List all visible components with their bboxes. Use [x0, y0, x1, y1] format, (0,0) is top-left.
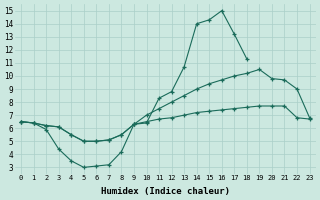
X-axis label: Humidex (Indice chaleur): Humidex (Indice chaleur) [101, 187, 230, 196]
